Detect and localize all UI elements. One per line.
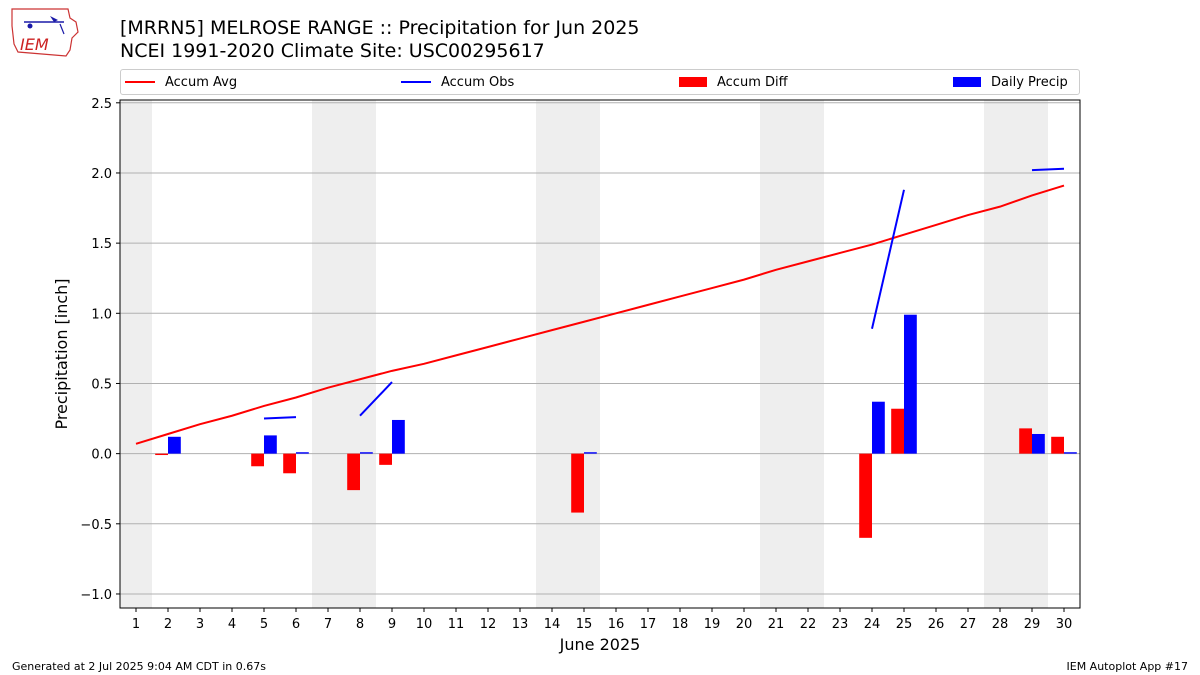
accum-obs-segment-0	[263, 416, 297, 420]
diff-bar-day-29	[1019, 428, 1032, 454]
x-tick-label-7: 7	[324, 617, 332, 632]
legend-swatch-accum-avg	[125, 81, 155, 83]
x-tick-label-3: 3	[196, 617, 204, 632]
accum-obs-segment-3	[1031, 167, 1065, 172]
legend-swatch-daily-precip	[953, 77, 981, 87]
x-axis-label: June 2025	[559, 635, 641, 654]
weekend-shade-4	[984, 100, 1048, 608]
x-tick-label-16: 16	[608, 617, 625, 632]
y-tick-label-2: 0.0	[91, 448, 112, 463]
x-tick-label-23: 23	[832, 617, 849, 632]
legend-label-accum-diff: Accum Diff	[717, 74, 788, 90]
diff-bar-day-8	[347, 453, 360, 491]
x-tick-label-19: 19	[704, 617, 721, 632]
x-tick-label-26: 26	[928, 617, 945, 632]
bars	[155, 314, 1077, 538]
plot-frame	[119, 99, 1081, 609]
legend-item-accum-obs: Accum Obs	[401, 70, 514, 94]
legend-swatch-accum-obs	[401, 81, 431, 83]
logo-text: IEM	[20, 35, 49, 54]
x-tick-label-25: 25	[896, 617, 913, 632]
accum-avg-line	[135, 184, 1065, 445]
lines	[135, 167, 1065, 445]
legend-item-accum-avg: Accum Avg	[125, 70, 237, 94]
footer-app: IEM Autoplot App #17	[1066, 660, 1189, 673]
daily-bar-day-25	[904, 314, 917, 454]
x-tick-label-12: 12	[480, 617, 497, 632]
x-tick-label-28: 28	[992, 617, 1009, 632]
x-tick-label-2: 2	[164, 617, 172, 632]
x-tick-label-4: 4	[228, 617, 236, 632]
iowa-map-icon: IEM	[11, 8, 79, 57]
x-tick-label-20: 20	[736, 617, 753, 632]
gridlines	[120, 102, 1080, 595]
weekend-shade-1	[312, 100, 376, 608]
y-tick-label-4: 1.0	[91, 307, 112, 322]
daily-bar-day-8	[360, 452, 373, 454]
daily-bar-day-6	[296, 452, 309, 454]
diff-bar-day-15	[571, 453, 584, 513]
y-axis-label: Precipitation [inch]	[52, 278, 71, 429]
weekend-shade-3	[760, 100, 824, 608]
daily-bar-day-5	[264, 435, 277, 454]
x-tick-label-21: 21	[768, 617, 785, 632]
axes: −1.0−0.50.00.51.01.52.02.51 2 3 4 5 6 7 8 9 10 11 1…	[80, 97, 1072, 632]
legend-label-accum-obs: Accum Obs	[441, 74, 515, 90]
y-tick-label-3: 0.5	[91, 377, 112, 392]
legend-item-accum-diff: Accum Diff	[679, 70, 788, 94]
daily-bar-day-15	[584, 452, 597, 454]
iem-logo: IEM	[8, 6, 80, 58]
diff-bar-day-24	[859, 453, 872, 538]
daily-bar-day-2	[168, 436, 181, 454]
diff-bar-day-30	[1051, 436, 1064, 454]
x-tick-label-1: 1	[132, 617, 140, 632]
x-tick-label-30: 30	[1056, 617, 1073, 632]
x-tick-label-13: 13	[512, 617, 529, 632]
legend-item-daily-precip: Daily Precip	[953, 70, 1068, 94]
diff-bar-day-25	[891, 408, 904, 454]
footer-generated: Generated at 2 Jul 2025 9:04 AM CDT in 0…	[12, 660, 266, 673]
y-tick-label-1: −0.5	[80, 518, 112, 533]
daily-bar-day-24	[872, 401, 885, 454]
x-tick-label-10: 10	[416, 617, 433, 632]
y-tick-label-5: 1.5	[91, 237, 112, 252]
y-tick-label-6: 2.0	[91, 167, 112, 182]
diff-bar-day-9	[379, 453, 392, 465]
legend: Accum Avg Accum Obs Accum Diff Daily Pre…	[120, 69, 1080, 95]
diff-bar-day-6	[283, 453, 296, 474]
y-tick-label-7: 2.5	[91, 97, 112, 112]
accum-obs-segment-1	[359, 381, 393, 417]
x-tick-label-5: 5	[260, 617, 268, 632]
x-tick-label-29: 29	[1024, 617, 1041, 632]
x-tick-label-18: 18	[672, 617, 689, 632]
x-tick-label-22: 22	[800, 617, 817, 632]
x-tick-label-14: 14	[544, 617, 561, 632]
daily-bar-day-29	[1032, 433, 1045, 454]
weekend-shade-2	[536, 100, 600, 608]
legend-label-accum-avg: Accum Avg	[165, 74, 238, 90]
legend-swatch-accum-diff	[679, 77, 707, 87]
legend-label-daily-precip: Daily Precip	[991, 74, 1068, 90]
diff-bar-day-2	[155, 453, 168, 456]
chart-title: [MRRN5] MELROSE RANGE :: Precipitation f…	[120, 17, 640, 39]
y-tick-label-0: −1.0	[80, 588, 112, 603]
weekend-shade-0	[120, 100, 152, 608]
diff-bar-day-5	[251, 453, 264, 467]
x-tick-label-6: 6	[292, 617, 300, 632]
daily-bar-day-9	[392, 419, 405, 454]
daily-bar-day-30	[1064, 452, 1077, 454]
x-tick-label-8: 8	[356, 617, 364, 632]
x-tick-label-15: 15	[576, 617, 593, 632]
accum-obs-segment-2	[871, 189, 905, 329]
x-tick-label-9: 9	[388, 617, 396, 632]
chart-subtitle: NCEI 1991-2020 Climate Site: USC00295617	[120, 40, 545, 62]
x-tick-label-17: 17	[640, 617, 657, 632]
x-tick-label-27: 27	[960, 617, 977, 632]
x-tick-label-24: 24	[864, 617, 881, 632]
x-tick-label-11: 11	[448, 617, 465, 632]
